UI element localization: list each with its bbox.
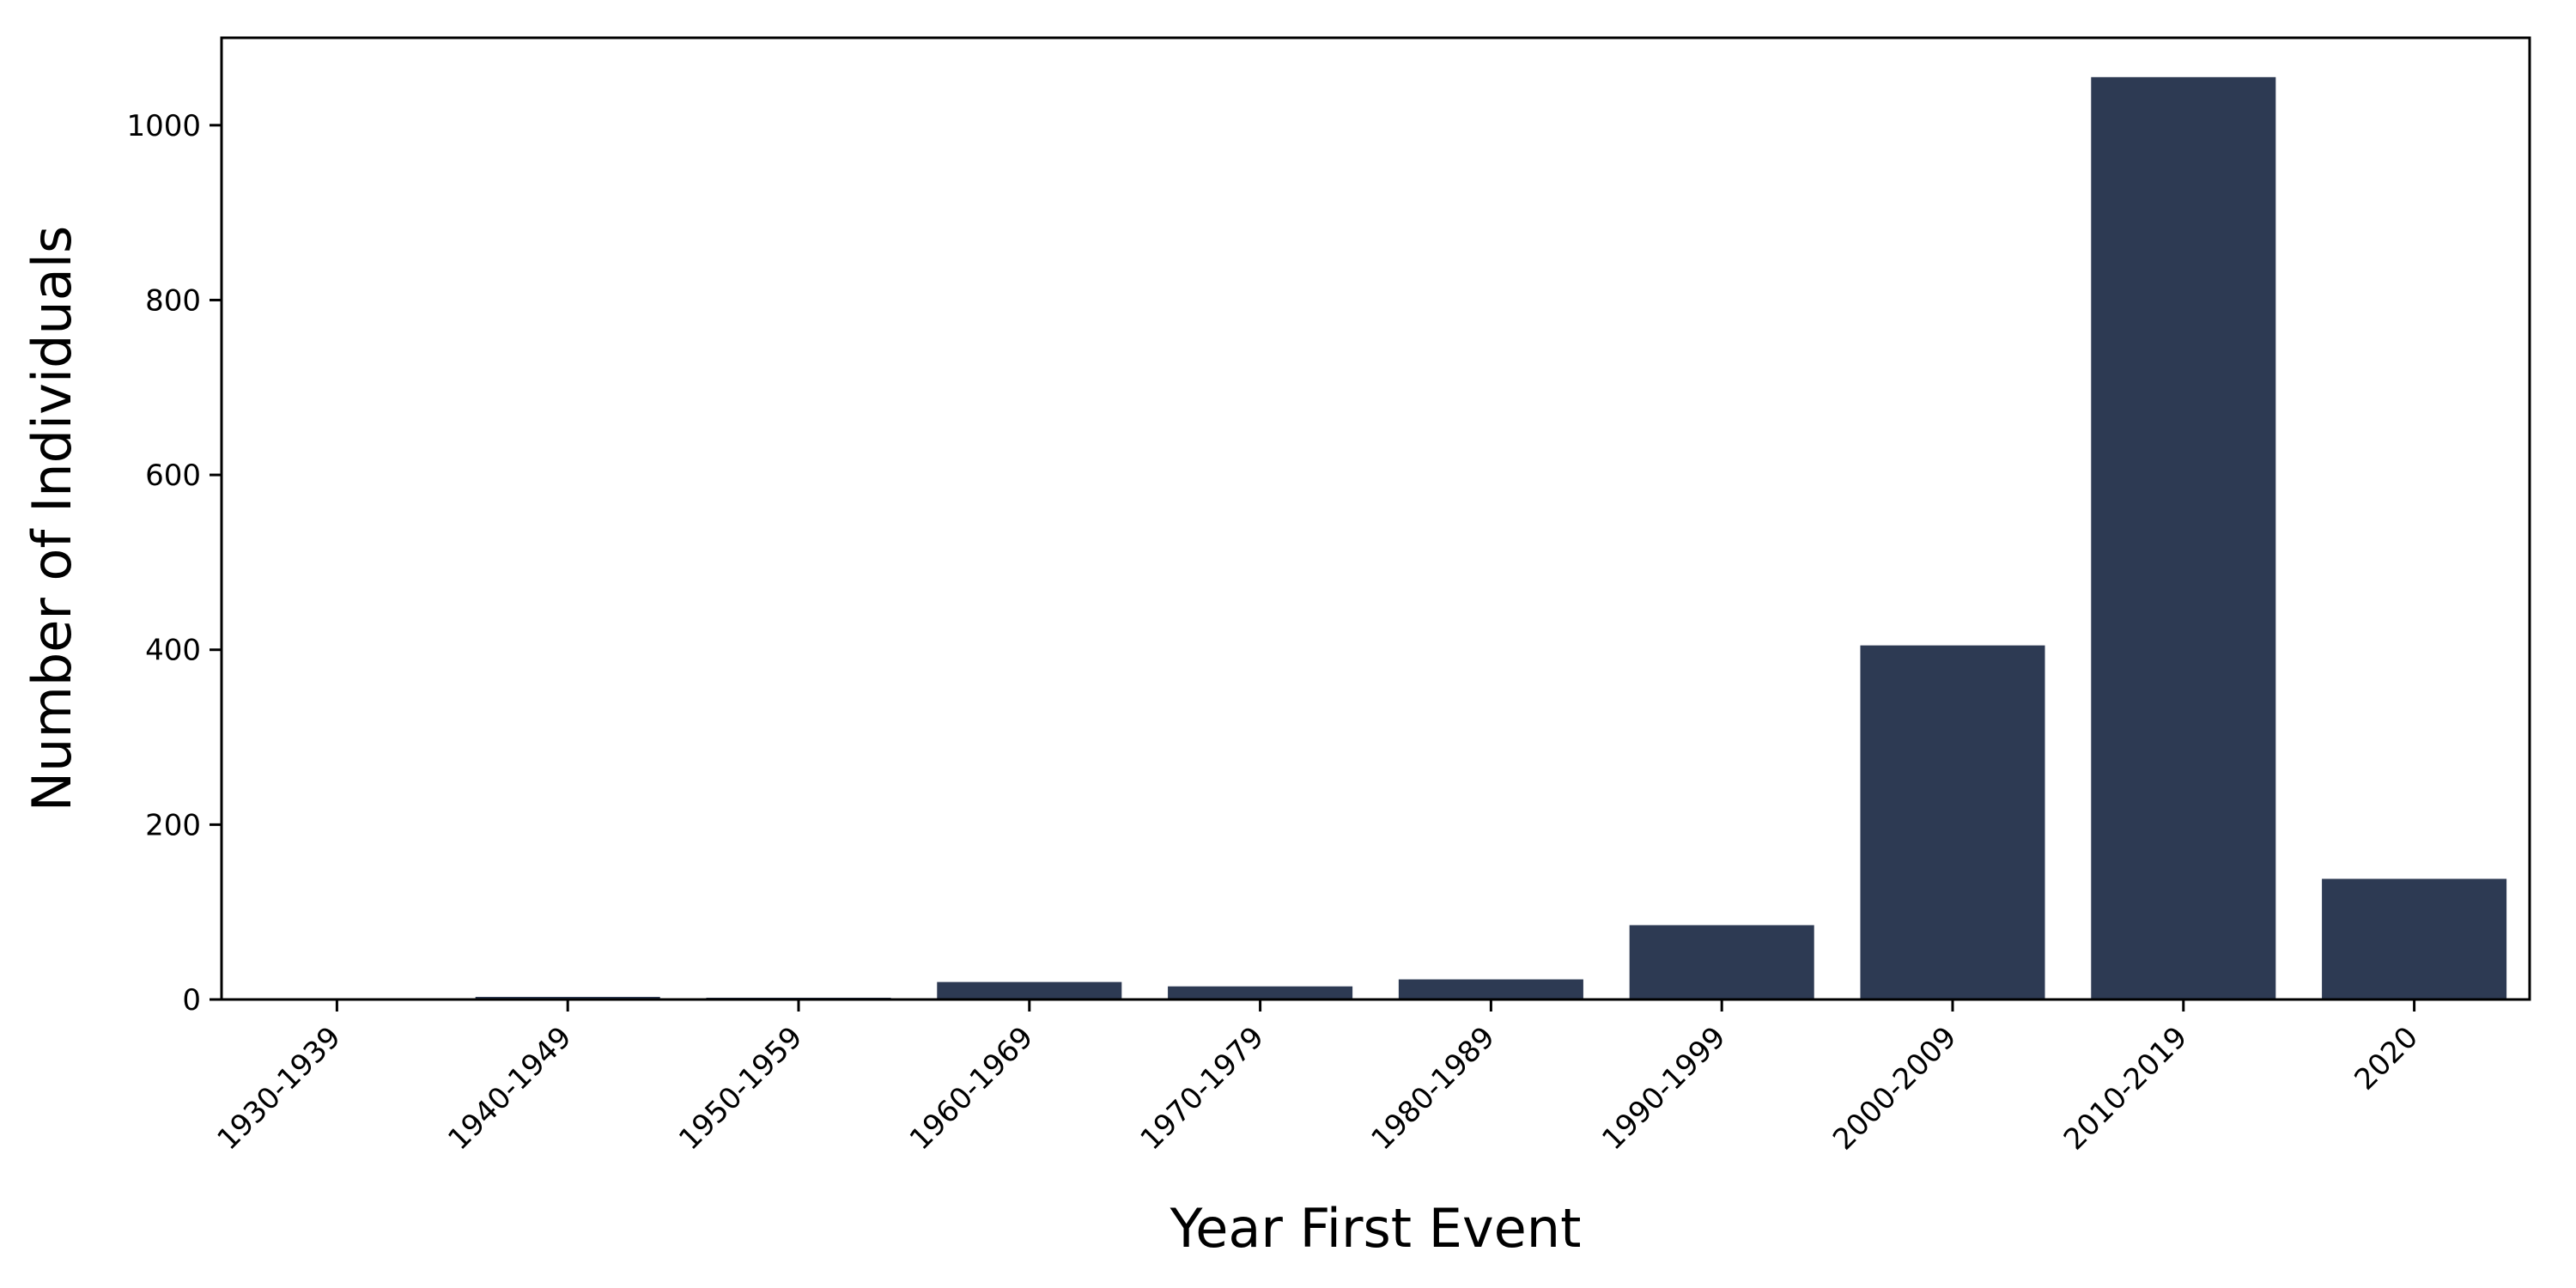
x-tick-label: 1990-1999 (1595, 1020, 1732, 1157)
axes-layer (220, 36, 2531, 1001)
plot-frame (220, 36, 2531, 1001)
bar-1960-1969 (937, 981, 1122, 999)
y-axis-label: Number of Individuals (21, 226, 83, 811)
y-tick-label: 200 (145, 808, 201, 842)
bar-1970-1979 (1168, 986, 1353, 999)
y-tick-label: 800 (145, 283, 201, 318)
x-tick-label: 1930-1939 (210, 1020, 347, 1157)
x-axis-label: Year First Event (1170, 1197, 1582, 1260)
x-tick-label: 1950-1959 (672, 1020, 809, 1157)
y-tick-label: 400 (145, 634, 201, 668)
bar-2010-2019 (2091, 76, 2276, 999)
bar-1940-1949 (475, 996, 660, 999)
x-tick-label: 1970-1979 (1134, 1020, 1271, 1157)
y-tick-label: 600 (145, 459, 201, 493)
bar-2020 (2322, 878, 2507, 999)
bars-layer (244, 76, 2507, 999)
x-tick-label: 2010-2019 (2057, 1020, 2194, 1157)
y-axis-ticks: 0 200 400 600 800 1000 (126, 109, 222, 1018)
y-tick-label: 0 (182, 983, 201, 1018)
bar-1990-1999 (1629, 925, 1814, 999)
x-tick-label: 1940-1949 (441, 1020, 578, 1157)
x-tick-label: 1980-1989 (1364, 1020, 1501, 1157)
x-axis-ticks: 1930-1939 1940-1949 1950-1959 1960-1969 1970… (210, 999, 2425, 1157)
bar-2000-2009 (1860, 645, 2045, 999)
x-tick-label: 1960-1969 (903, 1020, 1040, 1157)
y-tick-label: 1000 (126, 109, 201, 143)
bar-1980-1989 (1398, 979, 1583, 999)
x-tick-label: 2020 (2348, 1020, 2424, 1097)
x-tick-label: 2000-2009 (1826, 1020, 1963, 1157)
